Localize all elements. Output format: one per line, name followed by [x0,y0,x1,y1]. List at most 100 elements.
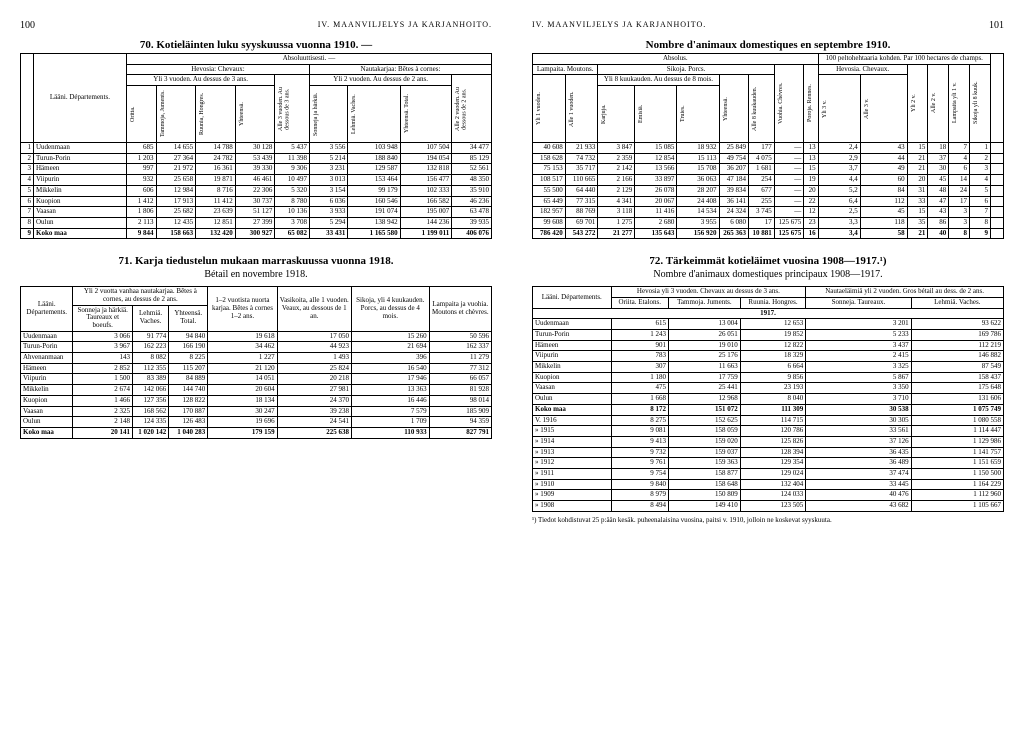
table-70-title: 70. Kotieläinten luku syyskuussa vuonna … [20,39,492,51]
hevosia-header: Hevosia: Chevaux: [126,64,309,75]
running-title: IV. MAANVILJELYS JA KARJANHOITO. [318,20,492,31]
col-karjuja: Karjuja. [600,87,609,141]
table-row-total: Koko maa20 1411 020 1421 040 283179 1592… [21,427,492,438]
table-row: Ahvenanmaan1438 0828 2251 2271 49339611 … [21,353,492,364]
page-number-r: 101 [989,20,1004,31]
table-row: 75 15335 7172 14213 56615 70836 2071 681… [533,164,1004,175]
right-page: IV. MAANVILJELYS JA KARJANHOITO. 101 Nom… [532,20,1004,524]
table-row: Vaasan2 325168 562170 88730 24739 2387 5… [21,406,492,417]
table-row: » 19088 494149 410123 50543 6821 105 667 [533,501,1004,512]
yli2-header: Yli 2 vuoden. Au dessus de 2 ans. [309,75,451,86]
alle2-col: Alle 2 vuoden. Au dessous de 2 ans. [454,82,469,136]
h71-4: Sikoja, yli 4 kuukauden. Porcs, au dessu… [351,287,429,331]
sub71-2: Lehmiä. Vaches. [132,305,168,331]
h71-3: Vasikoita, alle 1 vuoden. Veaux, au dess… [277,287,351,331]
h71-2: 1–2 vuotista nuorta karjaa. Bêtes à corn… [208,287,277,331]
col-yht3: Yhteensä. [238,87,247,141]
col-poroja: Poroja. Rennes. [806,76,815,130]
col-oritta: Oritta. [129,87,138,141]
table-row: Hämeen90119 01012 8223 437112 219 [533,340,1004,351]
table-71-title: 71. Karja tiedustelun mukaan marraskuuss… [20,255,492,267]
table-row: » 19159 081158 059120 78633 5611 114 447 [533,426,1004,437]
col-naut-yli2: Yli 2 v. [910,76,919,130]
col-hev-yli3: Yli 3 v. [821,82,830,136]
col-lamp-alle1: Alle 1 vuoden. [568,82,577,136]
h72-1: Hevosia yli 3 vuoden. Chevaux au dessus … [611,287,806,298]
col-yht2: Yhteensä. Total. [403,87,412,141]
alle3-col: Alle 3 vuoden. Au dessous de 3 ans. [277,82,292,136]
table-row: » 19098 979150 809124 03340 4761 112 960 [533,490,1004,501]
table-72-subtitle: Nombre d'animaux domestiques principaux … [532,269,1004,280]
table-70b-title: Nombre d'animaux domestiques en septembr… [532,39,1004,51]
table-row: Uudenmaan3 06691 77494 84019 61817 05015… [21,331,492,342]
table-row: Turun-Porin3 967162 223166 19034 46244 9… [21,342,492,353]
running-title-r: IV. MAANVILJELYS JA KARJANHOITO. [532,20,706,31]
table-71: Lääni. Départements. Yli 2 vuotta vanhaa… [20,286,492,438]
col-naut-alle2: Alle 2 v. [930,76,939,130]
col-yht-sik: Yhteensä. [722,82,731,136]
table-row: 7Vaasan1 80625 68223 63951 12710 1363 93… [21,207,492,218]
table-row: » 19119 754158 877129 02437 4741 150 500 [533,468,1004,479]
table-row: 158 62874 7322 35912 85415 11349 7544 07… [533,153,1004,164]
table-row: 4Viipurin93225 65819 87146 46110 4973 01… [21,175,492,186]
col-truies: Truies. [679,87,688,141]
per100: 100 peltohehtaaria kohden. Par 100 hecta… [818,54,990,65]
h72-2: Nautaeläimiä yli 2 vuoden. Gros bétail a… [806,287,1004,298]
col-laani: Lääni. Départements. [34,54,127,143]
abs-header: Absoluuttisesti. — [126,54,491,65]
nauta-header: Nautakarjaa: Bêtes à cornes: [309,64,491,75]
table-row: 99 60869 7011 2752 6803 9556 08017125 67… [533,217,1004,228]
table-row-kokomaa: Koko maa8 172151 072111 30930 5381 075 7… [533,404,1004,415]
col-tammoja: Tammoja, Juments. [159,87,168,141]
table-row: » 19109 840158 648132 40433 4451 164 229 [533,479,1004,490]
col-sik-yli8: Sikoja yli 8 kuuk. [972,76,981,130]
table-row: Oulun1 66812 9688 0403 710131 606 [533,394,1004,405]
left-page: 100 IV. MAANVILJELYS JA KARJANHOITO. 70.… [20,20,492,524]
col-laani-71: Lääni. Départements. [21,287,73,331]
sub72-3: Sonneja. Taureaux. [806,297,911,308]
table-row: Viipurin1 50083 38984 88914 05120 21817 … [21,374,492,385]
lamp: Lampaita. Moutons. [533,64,598,75]
col-alle8: Alle 8 kuukauden. [751,82,760,136]
table-row-total: 9Koko maa9 844158 663132 420300 92765 08… [21,228,492,239]
table-row: 3Hämeen99721 97216 36139 3309 3063 23112… [21,164,492,175]
table-70: Lääni. Départements. Absoluuttisesti. — … [20,53,492,239]
col-sonneja: Sonneja ja härkiä. [312,87,321,141]
table-row: 1Uudenmaan68514 65514 78830 1285 4373 55… [21,143,492,154]
table-row: 182 95788 7693 11811 41614 53424 3243 74… [533,207,1004,218]
table-row: 108 517110 6652 16633 89736 06347 184254… [533,175,1004,186]
table-row: » 19139 732159 037128 39436 4351 141 757 [533,447,1004,458]
sub72-2: Ruunia. Hongres. [740,297,805,308]
sub72-1: Tammoja. Juments. [668,297,740,308]
yli8: Yli 8 kuukauden. Au dessus de 8 mois. [598,75,719,86]
footnote-72: ¹) Tiedot kohdistuvat 25 p:ään kesäk. pu… [532,516,1004,524]
table-row: Kuopion1 466127 356128 82218 13424 37016… [21,395,492,406]
hev-r: Hevosia. Chevaux. [818,64,907,75]
table-row: 8Oulun2 11312 43512 85127 3993 7085 2941… [21,217,492,228]
table-row: V. 19168 275152 625114 71530 3051 080 55… [533,415,1004,426]
table-row: Kuopion1 18017 7599 8565 867158 437 [533,372,1004,383]
col-lamp-yli1b: Yli 1 vuoden. [535,82,544,136]
h71-5: Lampaita ja vuohia. Moutons et chèvres. [429,287,491,331]
page-header-right: IV. MAANVILJELYS JA KARJANHOITO. 101 [532,20,1004,31]
sub72-0: Oriita. Etalons. [611,297,668,308]
table-row-total: 786 420543 27221 277135 643156 920265 36… [533,228,1004,239]
sub71-1: Sonneja ja härkiä. Taureaux et boeufs. [73,305,132,331]
page-header-left: 100 IV. MAANVILJELYS JA KARJANHOITO. [20,20,492,31]
table-row: Uudenmaan61513 00412 6533 20193 622 [533,319,1004,330]
page-number: 100 [20,20,35,31]
table-row: » 19129 761159 363129 35436 4891 151 659 [533,458,1004,469]
col-hev-alle3: Alle 3 v. [863,82,872,136]
table-row: Oulun2 148124 335126 48319 69624 5411 70… [21,417,492,428]
table-70b: Absolus. 100 peltohehtaaria kohden. Par … [532,53,1004,239]
table-row: 55 50064 4402 12926 07828 20739 834677—2… [533,185,1004,196]
table-row: Mikkelin30711 6636 6643 32587 549 [533,362,1004,373]
table-row: 65 44977 3154 34120 06724 40836 141255—2… [533,196,1004,207]
col-vuohia: Vuohia. Chèvres. [777,76,786,130]
table-72-title: 72. Tärkeimmät kotieläimet vuosina 1908—… [532,255,1004,267]
table-row: Viipurin78325 17618 3292 415146 882 [533,351,1004,362]
table-row: 5Mikkelin60612 9848 71622 3065 3203 1549… [21,185,492,196]
table-row: Turun-Porin1 24326 05119 8525 233169 786 [533,330,1004,341]
table-row: 6Kuopion1 41217 91311 41230 7378 7806 03… [21,196,492,207]
table-71-subtitle: Bétail en novembre 1918. [20,269,492,280]
